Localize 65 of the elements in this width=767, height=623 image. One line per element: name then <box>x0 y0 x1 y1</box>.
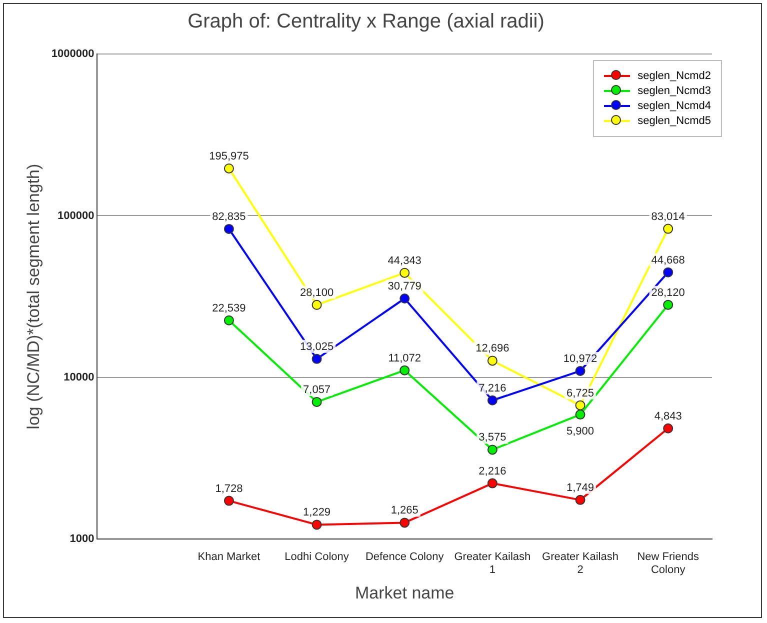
point <box>663 267 674 278</box>
data-label: 30,779 <box>388 280 422 292</box>
x-tick-label: New Friends Colony <box>637 550 700 576</box>
point <box>400 294 410 304</box>
point <box>312 354 322 364</box>
point <box>663 300 674 310</box>
point <box>575 494 586 505</box>
data-label: 3,575 <box>478 432 506 444</box>
legend-label: seglen_Ncmd2 <box>638 70 711 82</box>
data-label: 44,343 <box>388 254 422 267</box>
x-tick-label: Khan Market <box>198 550 260 563</box>
point <box>487 395 498 406</box>
point <box>487 478 498 488</box>
data-label: 1,229 <box>303 506 331 519</box>
y-axis-title: log (NC/MD)*(total segment length) <box>24 164 43 430</box>
data-label: 7,057 <box>303 384 331 396</box>
y-tick-label: 10000 <box>64 372 94 384</box>
point <box>487 444 498 455</box>
data-label: 44,668 <box>651 254 685 266</box>
data-label: 2,216 <box>478 465 506 478</box>
y-tick-label: 100000 <box>58 210 94 222</box>
data-label: 11,072 <box>388 352 422 364</box>
chart-title: Graph of: Centrality x Range (axial radii) <box>188 10 544 33</box>
legend-label: seglen_Ncmd4 <box>638 100 711 112</box>
point <box>663 423 674 434</box>
legend-label: seglen_Ncmd3 <box>638 85 711 97</box>
data-label: 1,728 <box>215 482 243 495</box>
point <box>575 410 586 420</box>
data-label: 28,100 <box>300 286 334 299</box>
data-label: 22,539 <box>212 302 246 314</box>
y-tick-label: 1000 <box>70 533 94 546</box>
data-label: 83,014 <box>651 210 685 223</box>
point <box>224 315 234 326</box>
data-label: 12,696 <box>476 342 510 355</box>
point <box>224 163 234 174</box>
data-label: 13,025 <box>300 340 334 353</box>
data-label: 1,749 <box>566 482 594 494</box>
data-label: 82,835 <box>212 210 246 223</box>
y-tick-label: 1000000 <box>51 48 94 60</box>
point <box>312 520 322 530</box>
point <box>312 396 322 407</box>
data-label: 10,972 <box>563 352 598 365</box>
point <box>400 365 410 376</box>
legend-label: seglen_Ncmd5 <box>638 115 711 127</box>
point <box>224 224 234 234</box>
point <box>400 518 410 528</box>
x-tick-label: Defence Colony <box>365 550 444 563</box>
point <box>487 356 498 366</box>
point <box>575 400 586 410</box>
data-label: 7,216 <box>478 382 506 394</box>
data-label: 4,843 <box>654 410 682 422</box>
data-label: 1,265 <box>390 504 418 517</box>
point <box>400 268 410 278</box>
x-tick-label: Greater Kailash 2 <box>542 550 618 576</box>
point <box>663 224 674 234</box>
point <box>224 496 234 506</box>
data-label: 195,975 <box>209 150 249 162</box>
data-label: 5,900 <box>566 426 594 438</box>
point <box>312 300 322 310</box>
data-label: 28,120 <box>651 286 685 299</box>
data-label: 6,725 <box>566 387 594 400</box>
x-tick-label: Lodhi Colony <box>284 550 350 563</box>
point <box>575 366 586 376</box>
x-tick-label: Greater Kailash 1 <box>454 550 531 576</box>
x-axis-title: Market name <box>355 583 454 602</box>
